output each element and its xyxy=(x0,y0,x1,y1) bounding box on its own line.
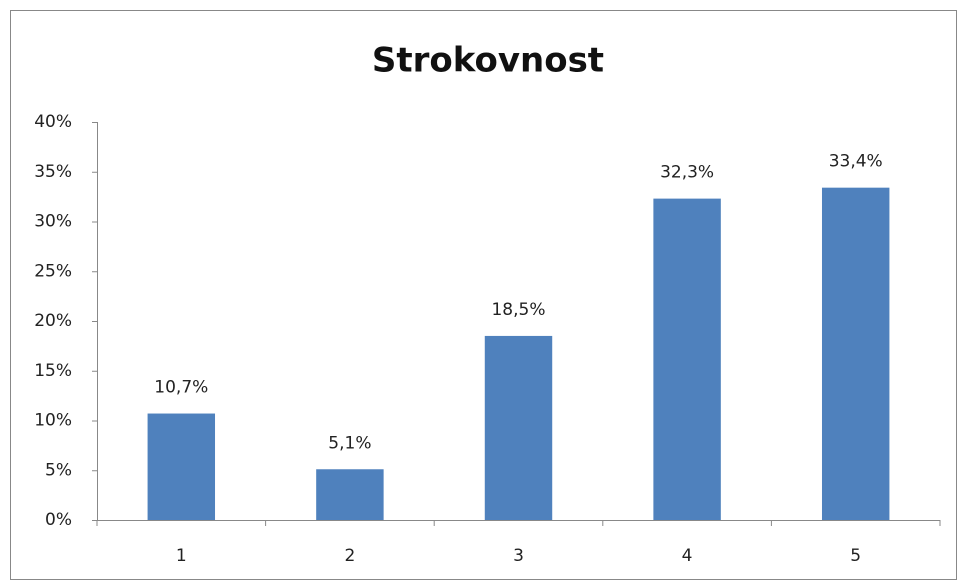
bar xyxy=(316,469,384,520)
y-tick-label: 0% xyxy=(45,510,72,530)
x-tick-label: 2 xyxy=(344,546,355,566)
y-tick-label: 5% xyxy=(45,460,72,480)
data-label: 5,1% xyxy=(328,433,371,453)
x-tick-label: 3 xyxy=(513,546,524,566)
x-tick-label: 1 xyxy=(176,546,187,566)
data-label: 10,7% xyxy=(154,378,208,398)
y-tick-label: 10% xyxy=(34,411,72,431)
x-tick-label: 4 xyxy=(682,546,693,566)
data-label: 33,4% xyxy=(829,152,883,172)
data-label: 32,3% xyxy=(660,163,714,183)
y-tick-label: 30% xyxy=(34,212,72,232)
bar xyxy=(821,187,890,521)
y-tick-label: 25% xyxy=(34,261,72,281)
y-tick-label: 35% xyxy=(34,162,72,182)
bar xyxy=(653,198,721,521)
bar xyxy=(147,413,216,520)
y-tick-label: 20% xyxy=(34,311,72,331)
chart-title: Strokovnost xyxy=(372,41,604,81)
data-label: 18,5% xyxy=(491,300,545,320)
y-tick-label: 15% xyxy=(34,361,72,381)
bar xyxy=(484,335,553,520)
y-tick-label: 40% xyxy=(34,112,72,132)
x-tick-label: 5 xyxy=(850,546,861,566)
